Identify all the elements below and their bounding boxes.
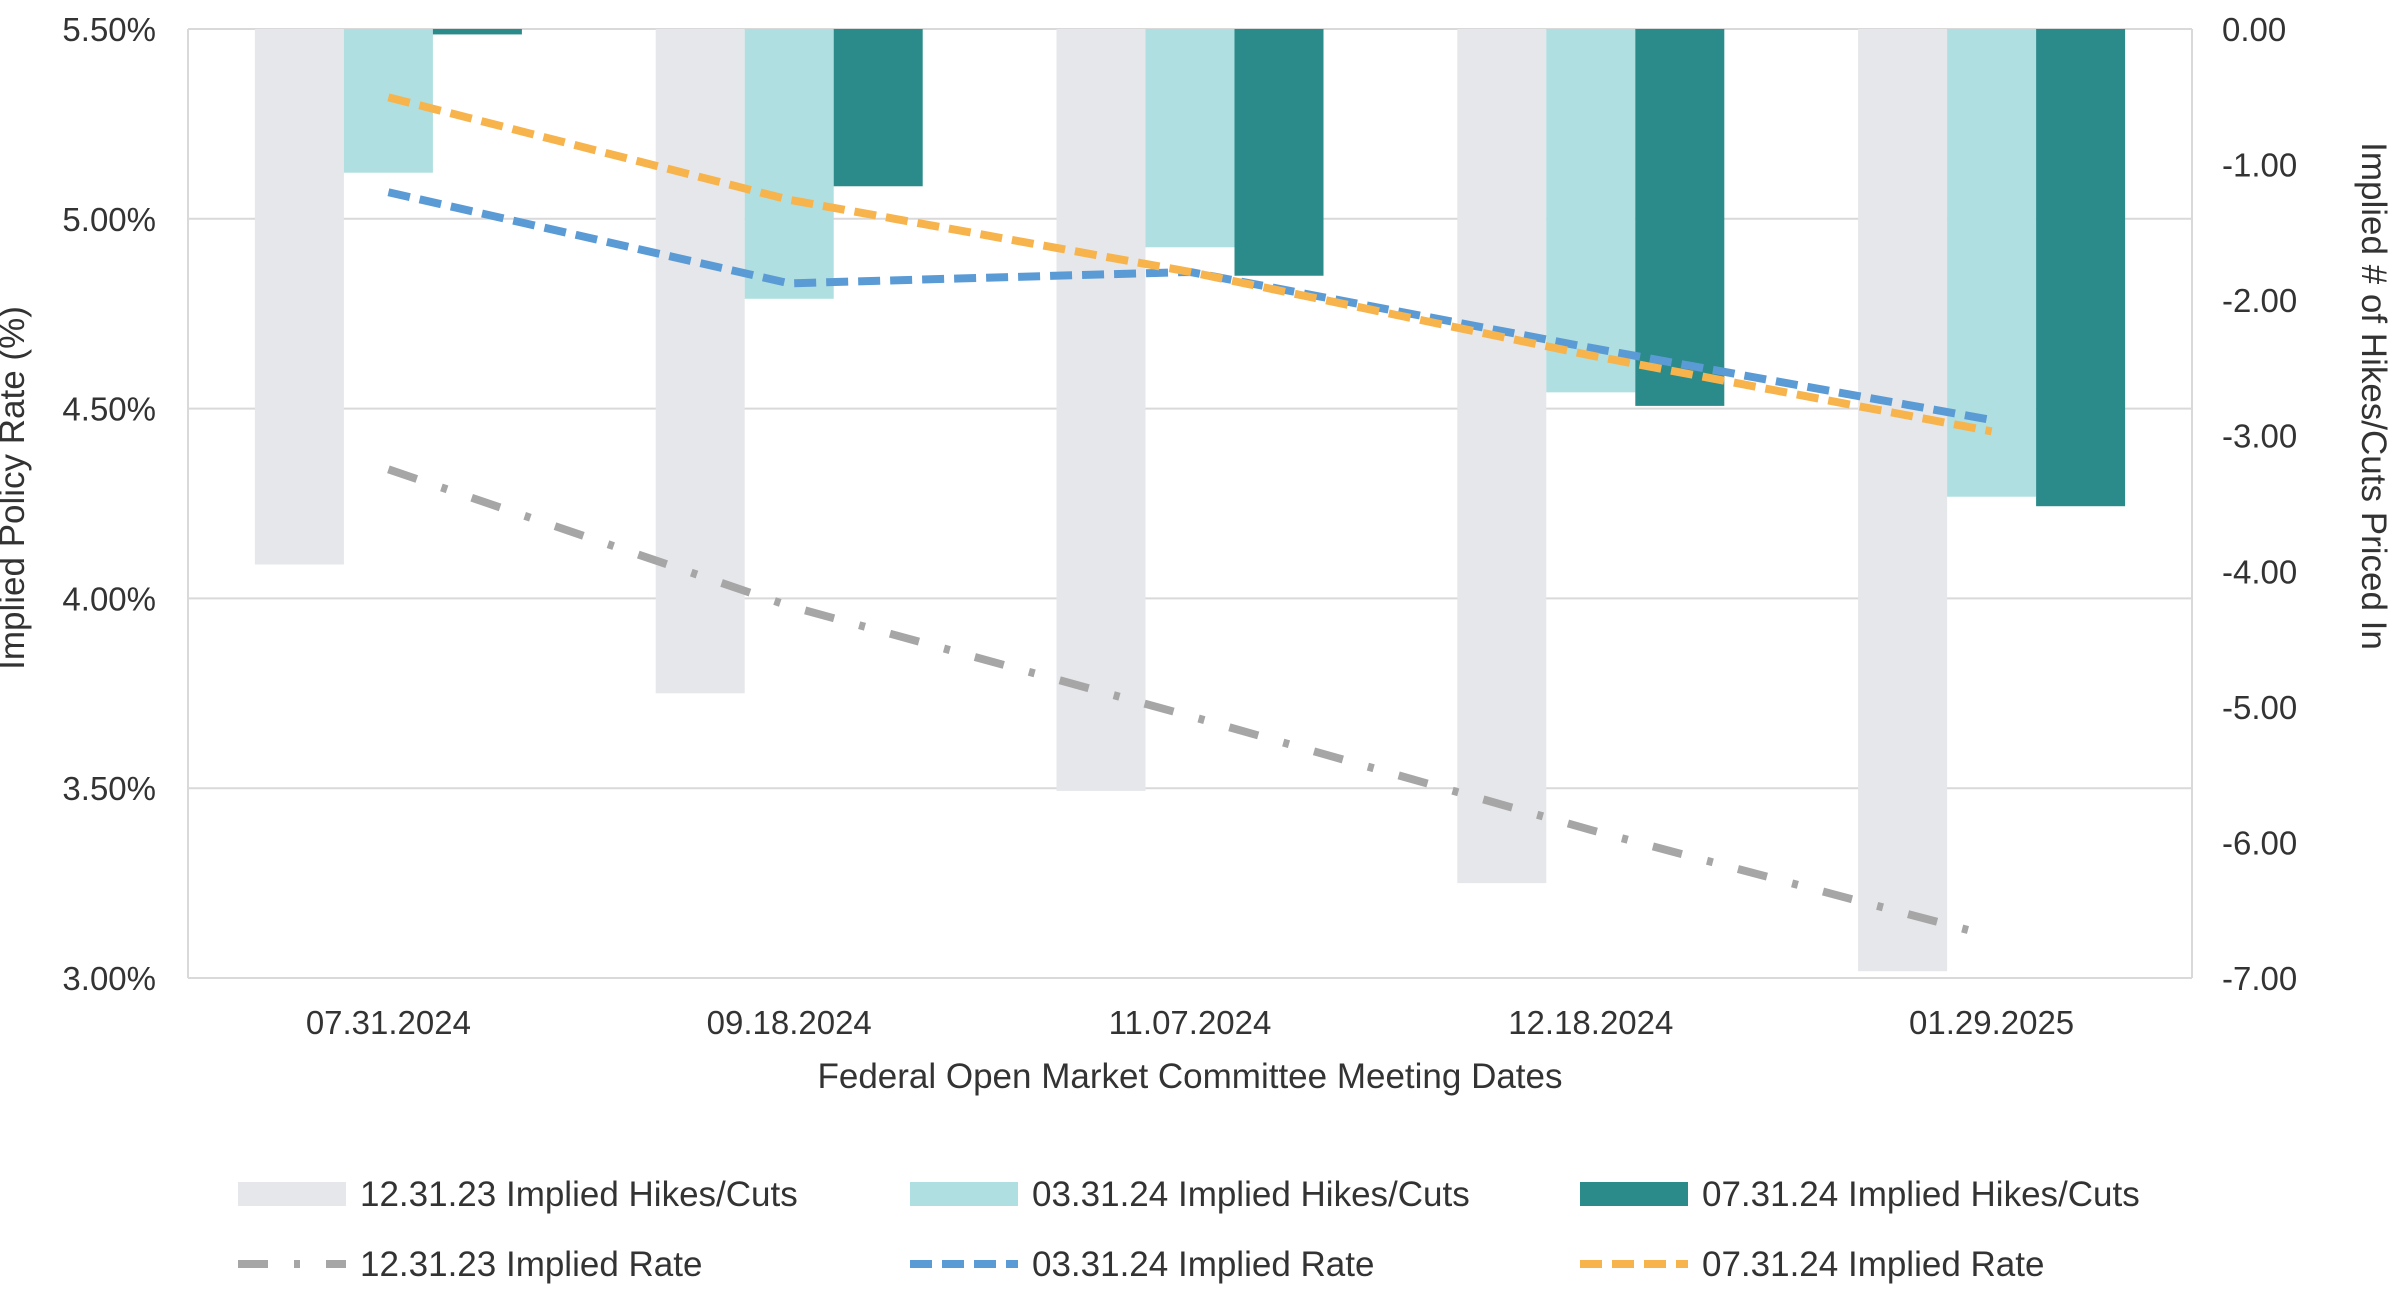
legend-swatch: [238, 1182, 346, 1206]
y-left-tick-label: 5.00%: [62, 201, 156, 238]
x-tick-label: 09.18.2024: [707, 1004, 872, 1041]
legend-label: 03.31.24 Implied Hikes/Cuts: [1032, 1175, 1470, 1214]
y-left-tick-label: 3.00%: [62, 960, 156, 997]
legend-item: 07.31.24 Implied Rate: [1580, 1245, 2044, 1284]
y-right-tick-label: -1.00: [2222, 147, 2297, 184]
bar: [1145, 29, 1235, 248]
y-left-tick-label: 3.50%: [62, 770, 156, 807]
legend-label: 07.31.24 Implied Hikes/Cuts: [1702, 1175, 2140, 1214]
x-tick-label: 01.29.2025: [1909, 1004, 2074, 1041]
y-right-tick-label: -2.00: [2222, 282, 2297, 319]
y-right-tick-label: -7.00: [2222, 960, 2297, 997]
bars: [254, 29, 2126, 972]
legend-swatch: [910, 1182, 1018, 1206]
x-axis-label: Federal Open Market Committee Meeting Da…: [817, 1057, 1562, 1096]
legend: 12.31.23 Implied Hikes/Cuts 03.31.24 Impl…: [238, 1175, 2140, 1284]
y-right-tick-label: -6.00: [2222, 824, 2297, 861]
legend-item: 07.31.24 Implied Hikes/Cuts: [1580, 1175, 2140, 1214]
legend-item: 03.31.24 Implied Hikes/Cuts: [910, 1175, 1470, 1214]
legend-label: 12.31.23 Implied Hikes/Cuts: [360, 1175, 798, 1214]
legend-label: 03.31.24 Implied Rate: [1032, 1245, 1374, 1284]
bar: [254, 29, 344, 565]
y-right-tick-label: 0.00: [2222, 11, 2286, 48]
series-line: [387, 465, 1993, 941]
x-tick-label: 11.07.2024: [1109, 1004, 1272, 1041]
bar: [432, 29, 522, 35]
legend-label: 07.31.24 Implied Rate: [1702, 1245, 2044, 1284]
bar: [1947, 29, 2037, 497]
bar: [1056, 29, 1146, 791]
bar: [1635, 29, 1725, 406]
legend-swatch: [1580, 1182, 1688, 1206]
y-left-tick-label: 4.00%: [62, 580, 156, 617]
y-right-tick-label: -3.00: [2222, 418, 2297, 455]
bar: [2036, 29, 2126, 507]
legend-item: 12.31.23 Implied Hikes/Cuts: [238, 1175, 798, 1214]
bar: [833, 29, 923, 187]
legend-item: 03.31.24 Implied Rate: [910, 1245, 1374, 1284]
bar: [1858, 29, 1948, 972]
axes: 3.00% 3.50% 4.00% 4.50% 5.00% 5.50% 0.00 -1.00 -…: [62, 11, 2297, 1041]
bar: [655, 29, 745, 694]
x-tick-label: 12.18.2024: [1508, 1004, 1673, 1041]
y-right-tick-label: -5.00: [2222, 689, 2297, 726]
series-line: [387, 93, 1993, 436]
legend-label: 12.31.23 Implied Rate: [360, 1245, 702, 1284]
x-tick-label: 07.31.2024: [306, 1004, 471, 1041]
bar: [1234, 29, 1324, 276]
bar: [1457, 29, 1547, 884]
y-right-tick-label: -4.00: [2222, 553, 2297, 590]
y-axis-left-label: Implied Policy Rate (%): [0, 306, 32, 670]
legend-item: 12.31.23 Implied Rate: [238, 1245, 702, 1284]
y-axis-right-label: Implied # of Hikes/Cuts Priced In: [2354, 142, 2393, 650]
bar: [1546, 29, 1636, 393]
y-left-tick-label: 5.50%: [62, 11, 156, 48]
bar: [744, 29, 834, 299]
rate-lines: [387, 93, 1993, 941]
y-left-tick-label: 4.50%: [62, 391, 156, 428]
